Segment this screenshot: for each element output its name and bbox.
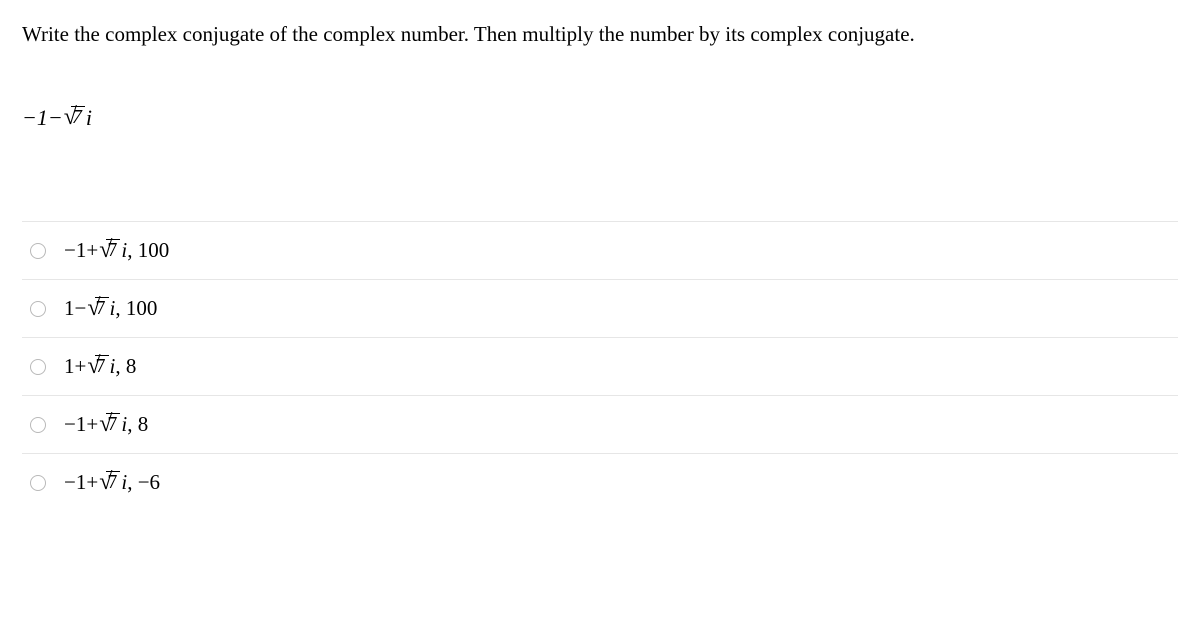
option-row[interactable]: −1+ √ 7 i , 8 xyxy=(22,395,1178,453)
radio-icon[interactable] xyxy=(30,359,46,375)
option-expression: −1+ √ 7 i , −6 xyxy=(64,470,160,495)
sqrt-icon: √ 7 xyxy=(87,297,108,321)
surd-glyph: √ xyxy=(87,354,100,378)
sqrt-icon: √ 7 xyxy=(64,106,85,130)
radio-icon[interactable] xyxy=(30,301,46,317)
opt-tail: , 8 xyxy=(115,354,136,379)
option-row[interactable]: 1− √ 7 i , 100 xyxy=(22,279,1178,337)
option-expression: −1+ √ 7 i , 8 xyxy=(64,412,148,437)
surd-glyph: √ xyxy=(99,238,112,262)
sqrt-icon: √ 7 xyxy=(99,413,120,437)
sqrt-icon: √ 7 xyxy=(99,239,120,263)
opt-prefix: −1+ xyxy=(64,238,98,263)
surd-glyph: √ xyxy=(99,470,112,494)
opt-tail: , 100 xyxy=(127,238,169,263)
question-text: Write the complex conjugate of the compl… xyxy=(22,20,1178,49)
option-expression: 1+ √ 7 i , 8 xyxy=(64,354,136,379)
opt-prefix: −1+ xyxy=(64,412,98,437)
surd-glyph: √ xyxy=(64,105,77,129)
opt-prefix: 1− xyxy=(64,296,86,321)
option-row[interactable]: −1+ √ 7 i , 100 xyxy=(22,221,1178,279)
option-expression: −1+ √ 7 i , 100 xyxy=(64,238,169,263)
radio-icon[interactable] xyxy=(30,475,46,491)
expr-suffix: i xyxy=(86,105,92,131)
opt-prefix: −1+ xyxy=(64,470,98,495)
option-expression: 1− √ 7 i , 100 xyxy=(64,296,157,321)
opt-prefix: 1+ xyxy=(64,354,86,379)
option-row[interactable]: −1+ √ 7 i , −6 xyxy=(22,453,1178,511)
options-list: −1+ √ 7 i , 100 1− √ 7 i , 100 1+ √ 7 xyxy=(22,221,1178,511)
radio-icon[interactable] xyxy=(30,243,46,259)
surd-glyph: √ xyxy=(99,412,112,436)
sqrt-icon: √ 7 xyxy=(99,471,120,495)
option-row[interactable]: 1+ √ 7 i , 8 xyxy=(22,337,1178,395)
surd-glyph: √ xyxy=(87,296,100,320)
radio-icon[interactable] xyxy=(30,417,46,433)
given-expression: −1− √ 7 i xyxy=(22,105,1178,131)
opt-tail: , −6 xyxy=(127,470,160,495)
sqrt-icon: √ 7 xyxy=(87,355,108,379)
expr-prefix: −1− xyxy=(22,105,63,131)
opt-tail: , 8 xyxy=(127,412,148,437)
opt-tail: , 100 xyxy=(115,296,157,321)
